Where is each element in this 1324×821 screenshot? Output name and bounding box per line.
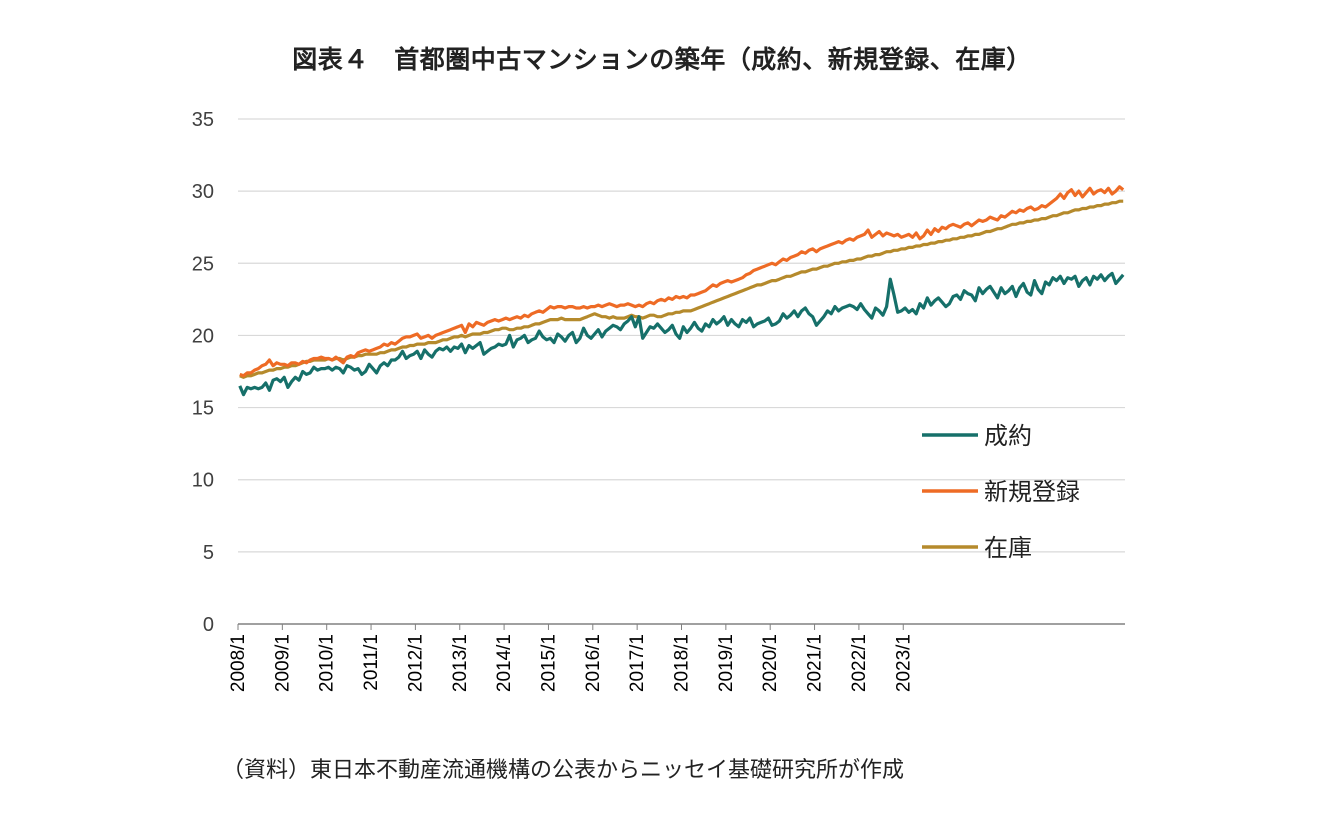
x-axis-ticks: 2008/1 2009/1 2010/1 2011/1 2012/1 2013/1 2014… xyxy=(228,624,914,692)
x-tick-label: 2022/1 xyxy=(849,634,870,692)
y-tick-label: 35 xyxy=(192,109,214,131)
y-tick-label: 25 xyxy=(192,253,214,275)
y-axis-ticks: 0 5 10 15 20 25 30 35 xyxy=(192,109,214,636)
y-tick-label: 20 xyxy=(192,325,214,347)
y-tick-label: 10 xyxy=(192,470,214,492)
chart-title: 図表４ 首都圏中古マンションの築年（成約、新規登録、在庫） xyxy=(292,45,1032,74)
y-tick-label: 0 xyxy=(203,614,214,636)
x-tick-label: 2012/1 xyxy=(405,634,426,692)
x-tick-label: 2016/1 xyxy=(583,634,604,692)
series-line-新規登録 xyxy=(239,185,1125,378)
x-tick-label: 2009/1 xyxy=(272,634,293,692)
series-lines xyxy=(238,185,1125,397)
source-note: （資料）東日本不動産流通機構の公表からニッセイ基礎研究所が作成 xyxy=(222,758,905,783)
x-tick-label: 2010/1 xyxy=(317,634,338,692)
x-tick-label: 2019/1 xyxy=(716,634,737,692)
y-tick-label: 15 xyxy=(192,398,214,420)
y-tick-label: 30 xyxy=(192,181,214,203)
x-tick-label: 2014/1 xyxy=(494,634,515,692)
x-tick-label: 2018/1 xyxy=(672,634,693,692)
x-tick-label: 2023/1 xyxy=(893,634,914,692)
x-tick-label: 2017/1 xyxy=(627,634,648,692)
legend-label: 在庫 xyxy=(984,534,1032,562)
x-tick-label: 2008/1 xyxy=(228,634,249,692)
legend-label: 成約 xyxy=(984,422,1032,450)
x-tick-label: 2021/1 xyxy=(805,634,826,692)
legend-label: 新規登録 xyxy=(984,478,1080,506)
series-line-在庫 xyxy=(239,199,1124,379)
gridlines xyxy=(238,118,1125,625)
x-tick-label: 2011/1 xyxy=(361,634,382,691)
series-line-成約 xyxy=(238,271,1125,397)
x-tick-label: 2013/1 xyxy=(450,634,471,692)
x-tick-label: 2015/1 xyxy=(538,634,559,692)
x-tick-label: 2020/1 xyxy=(760,634,781,692)
y-tick-label: 5 xyxy=(203,542,214,564)
